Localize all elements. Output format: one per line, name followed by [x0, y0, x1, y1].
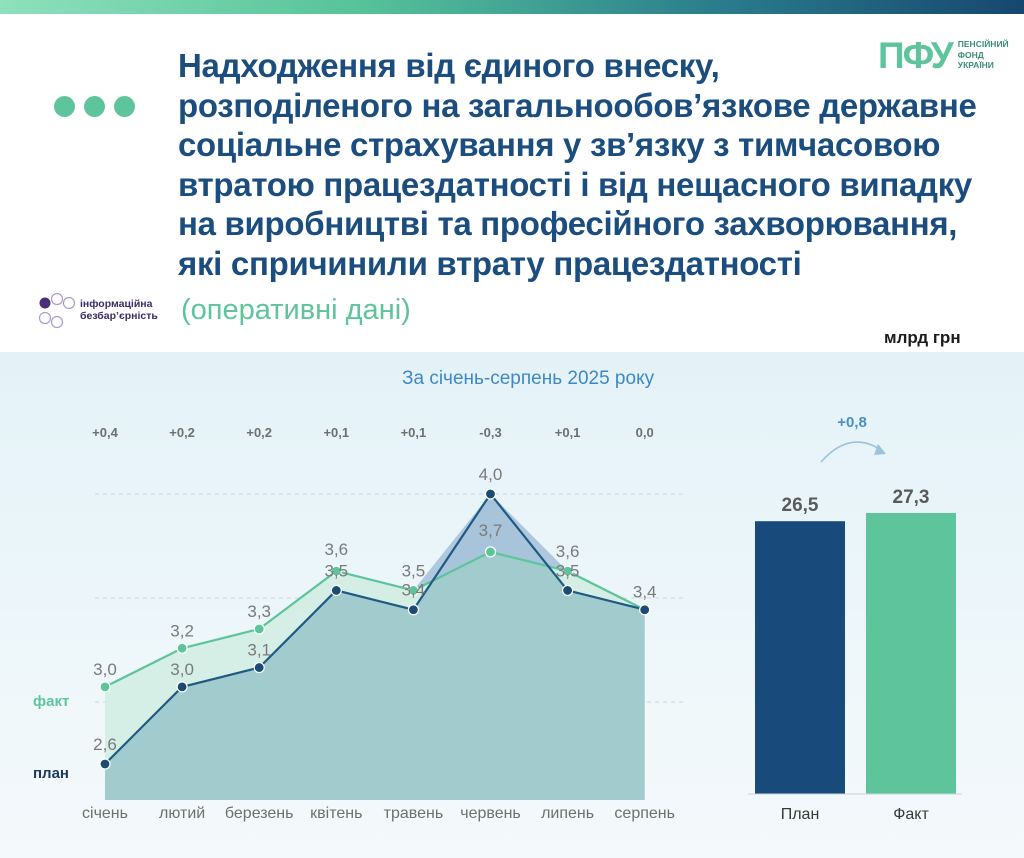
logo-line: УКРАЇНИ — [957, 60, 994, 70]
plan-data-label: 2,6 — [93, 735, 117, 754]
plan-data-label: 4,0 — [479, 465, 503, 484]
difference-arrow-head-icon — [874, 444, 886, 455]
difference-arrow-arc — [820, 441, 885, 463]
unit-label: млрд грн — [884, 328, 961, 347]
bar-category-label: План — [781, 806, 820, 823]
page-title: Надходження від єдиного внеску, розподіл… — [178, 46, 977, 283]
plan-data-label: 3,0 — [170, 660, 194, 679]
difference-label: +0,1 — [555, 425, 581, 440]
fact-point — [561, 565, 574, 577]
fact-data-label: 3,5 — [402, 561, 426, 580]
fact-point — [253, 623, 265, 635]
plan-series-line — [104, 492, 645, 765]
fact-point — [330, 565, 342, 577]
fact-data-label: 3,3 — [247, 602, 271, 621]
top-gradient-bar — [0, 0, 1024, 14]
logo-line: ФОНД — [957, 49, 984, 60]
fact-data-label: 3,2 — [170, 621, 194, 640]
x-tick-label: лютий — [159, 805, 205, 822]
difference-label: +0,2 — [169, 425, 195, 440]
plan-area — [105, 494, 645, 800]
title-line: розподіленого на загальнообов’язкове дер… — [178, 86, 977, 124]
bar-value-label: 27,3 — [893, 487, 930, 508]
plan-excess-area — [413, 494, 568, 591]
x-tick-label: травень — [384, 805, 444, 822]
title-line: соціальне страхування у зв’язку з тимчас… — [178, 126, 941, 163]
difference-label: +0,4 — [92, 425, 118, 440]
accessibility-line: інформаційна — [80, 298, 153, 310]
x-tick-label: липень — [541, 805, 594, 822]
title-line: Надходження від єдиного внеску, — [178, 47, 720, 84]
x-tick-label: серпень — [614, 805, 675, 822]
dot-icon — [54, 96, 75, 117]
difference-label: 0,0 — [636, 425, 654, 440]
plan-point — [484, 488, 497, 500]
plan-point — [639, 604, 651, 616]
bar — [866, 513, 956, 794]
fact-data-label: 3,4 — [633, 583, 657, 602]
dot-icon — [114, 96, 135, 117]
plan-point — [253, 661, 265, 674]
accessibility-line: безбар’єрність — [80, 310, 158, 322]
pfu-logo-text: ПЕНСІЙНИЙ ФОНД УКРАЇНИ — [958, 36, 1009, 71]
fact-data-label: 3,7 — [479, 521, 503, 540]
bar — [755, 521, 845, 794]
fact-point — [99, 681, 111, 693]
plan-point — [99, 758, 111, 770]
x-tick-label: січень — [82, 805, 128, 822]
title-line: на виробництві та професійного захворюва… — [178, 205, 958, 242]
fact-data-label: 3,6 — [556, 542, 580, 561]
fact-data-label: 3,6 — [324, 540, 348, 559]
dot-icon — [84, 96, 105, 117]
difference-label: +0,2 — [246, 425, 272, 440]
difference-label: -0,3 — [479, 425, 501, 440]
chart-period-title: За січень-серпень 2025 року — [402, 368, 655, 389]
fact-data-label: 3,0 — [93, 660, 117, 679]
plan-data-label: 3,1 — [247, 641, 271, 660]
fact-point — [484, 546, 497, 558]
accessibility-circles-icon — [38, 292, 76, 329]
legend-fact: факт — [33, 693, 69, 710]
plan-data-label: 3,5 — [556, 561, 580, 580]
page-subtitle: (оперативні дані) — [181, 294, 411, 326]
difference-label: +0,1 — [401, 425, 427, 440]
accessibility-label: інформаційна безбар’єрність — [80, 298, 158, 322]
plan-point — [407, 604, 419, 616]
accessibility-badge: інформаційна безбар’єрність — [36, 290, 158, 330]
decorative-dots — [54, 96, 135, 117]
pfu-logo: ПФУ ПЕНСІЙНИЙ ФОНД УКРАЇНИ — [878, 36, 1009, 76]
pfu-logo-mark: ПФУ — [878, 35, 954, 76]
plan-point — [176, 681, 188, 693]
plan-point — [561, 584, 574, 597]
bar-difference-label: +0,8 — [837, 414, 867, 431]
legend-plan: план — [33, 765, 69, 782]
title-line: які спричинили втрату працездатності — [178, 244, 802, 282]
bar-value-label: 26,5 — [782, 495, 819, 516]
plan-data-label: 3,4 — [402, 581, 426, 600]
fact-point — [176, 642, 188, 654]
logo-line: ПЕНСІЙНИЙ — [957, 39, 1009, 49]
plan-point — [330, 584, 342, 597]
plan-data-label: 3,5 — [324, 561, 348, 580]
x-tick-label: березень — [225, 805, 294, 822]
x-tick-label: червень — [460, 805, 521, 822]
difference-label: +0,1 — [323, 425, 349, 440]
bar-category-label: Факт — [893, 806, 929, 823]
fact-series-line — [104, 550, 646, 688]
x-tick-label: квітень — [310, 805, 362, 822]
fact-point — [407, 584, 419, 597]
title-line: втратою працездатності і від нещасного в… — [178, 165, 972, 203]
